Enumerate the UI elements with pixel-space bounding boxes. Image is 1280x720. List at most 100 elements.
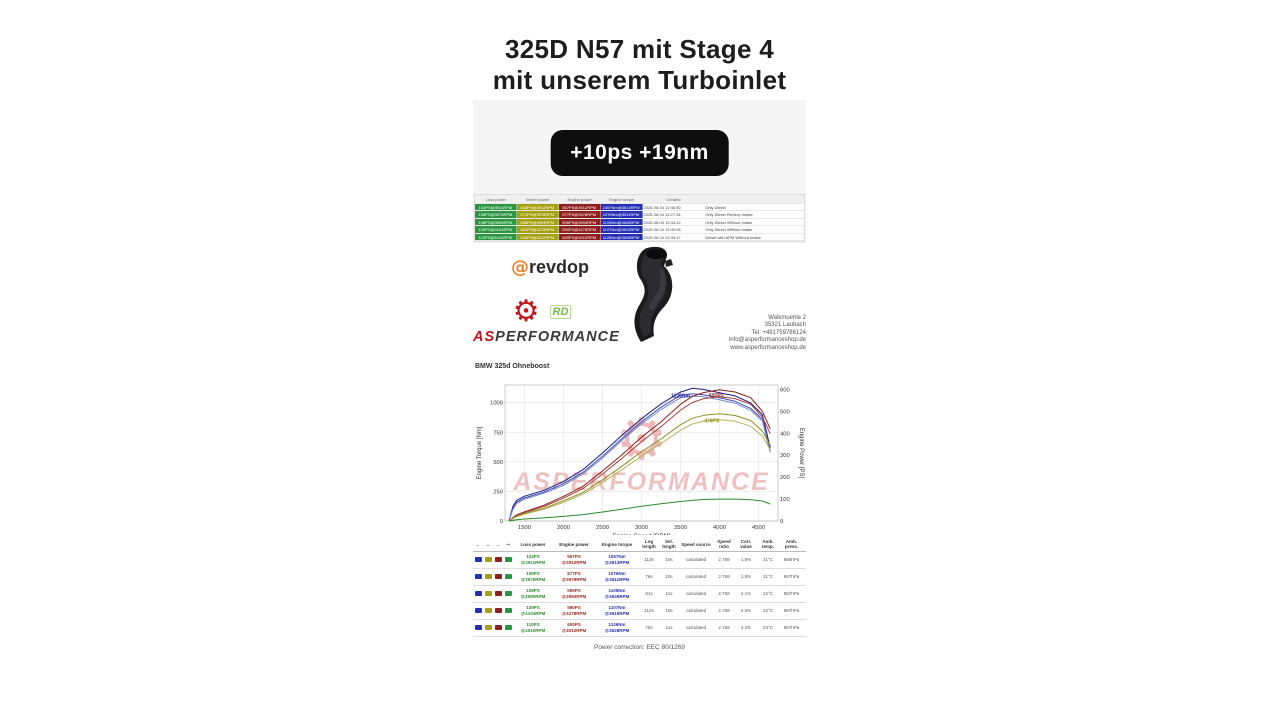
- results-meta-cell: 21°C: [762, 574, 774, 580]
- runs-header-cell: [704, 195, 804, 203]
- runs-comment-cell: Only Diesel Revdop Intake: [705, 212, 753, 218]
- results-torque-cell: 1107Nm @3619RPM: [604, 605, 630, 616]
- swatch-icon: [504, 625, 512, 631]
- runs-comment-cell: Only Diesel: [705, 205, 726, 210]
- swatch-icon: [504, 557, 512, 563]
- svg-text:200: 200: [780, 475, 790, 481]
- results-meta-cell: calculated: [685, 574, 707, 580]
- results-meta-cell: calculated: [685, 625, 707, 631]
- swatch-icon: [474, 574, 482, 580]
- power-correction-note: Power correction: EEC 80/1269: [593, 644, 686, 651]
- results-column-header: Speed source: [681, 541, 711, 547]
- results-meta-cell: 2.0%: [740, 608, 752, 614]
- svg-text:3500: 3500: [674, 525, 687, 531]
- results-torque-cell: 1076Nm @3611RPM: [604, 571, 630, 582]
- results-arrow-header: ↔: [485, 541, 491, 547]
- runs-value-cell: 600PS@4012RPM: [558, 233, 601, 240]
- gains-badge: +10ps +19nm: [550, 130, 729, 176]
- runs-value-cell: 577PS@3978RPM: [558, 211, 601, 218]
- curve-color-swatch: [483, 591, 493, 597]
- logos-section: @revdop ⚙ RD ASPERFORMANCE Walkmuehle 2 …: [473, 245, 806, 363]
- results-column-header: Engine power: [559, 541, 589, 547]
- swatch-icon: [494, 608, 502, 614]
- dyno-chart-svg: 1500 2000 2500 3000 3500 4000 4500025050075010…: [477, 384, 804, 540]
- dyno-runs-table: Loss power Wheel power Engine power Engine …: [474, 194, 805, 242]
- results-power-cell: 590PS @4278RPM: [561, 605, 587, 616]
- results-meta-cell: 987hPa: [783, 574, 800, 580]
- address-line: www.asperformanceshop.de: [730, 344, 806, 351]
- runs-table-row: 106PS@3976RPM 471PS@3978RPM 577PS@3978RPM 1…: [475, 211, 804, 219]
- curve-color-swatch: [473, 574, 483, 580]
- svg-text:300: 300: [780, 453, 790, 459]
- svg-text:Engine Speed [RPM]: Engine Speed [RPM]: [613, 533, 671, 535]
- swatch-icon: [474, 625, 482, 631]
- results-power-cell: 600PS @4012RPM: [561, 622, 587, 633]
- curve-color-swatch: [483, 557, 493, 563]
- results-meta-cell: 112s: [644, 608, 654, 614]
- runs-value-cell: 1076Nm@3611RPM: [600, 211, 643, 218]
- results-torque-cell: 1126Nm @3628RPM: [604, 622, 630, 633]
- curve-color-swatch: [493, 591, 503, 597]
- results-meta-cell: 2.769: [718, 608, 730, 614]
- content-column: 325D N57 mit Stage 4 mit unserem Turboin…: [473, 0, 806, 720]
- page-title: 325D N57 mit Stage 4 mit unserem Turboin…: [473, 34, 806, 96]
- revdop-logo: @revdop: [511, 257, 589, 278]
- results-torque-cell: 1057Nm @3613RPM: [604, 554, 630, 565]
- runs-value-cell: 463PS@3912RPM: [516, 204, 559, 211]
- address-line: Tel: +491759786124: [751, 329, 806, 336]
- page-title-line1: 325D N57 mit Stage 4: [504, 34, 774, 64]
- results-column-header: Sel. length: [662, 539, 676, 550]
- results-meta-cell: 2.769: [718, 625, 730, 631]
- address-line: Walkmuehle 2: [768, 315, 806, 321]
- results-column-header: Loss power: [520, 541, 546, 547]
- swatch-icon: [494, 591, 502, 597]
- svg-text:Engine Power [PS]: Engine Power [PS]: [798, 428, 804, 479]
- curve-color-swatch: [503, 574, 513, 580]
- results-meta-cell: 76s: [645, 574, 653, 580]
- runs-table-row: 110PS@4010RPM 490PS@4012RPM 600PS@4012RPM 1…: [475, 233, 804, 241]
- results-row: 106PS @3976RPM 577PS @3978RPM 1076Nm @3611RPM…: [473, 569, 806, 586]
- runs-value-cell: 110PS@4010RPM: [475, 233, 517, 240]
- svg-text:470PS: 470PS: [704, 419, 720, 425]
- results-torque-cell: 1109Nm @3645RPM: [604, 588, 630, 599]
- dyno-chart: BMW 325d Ohneboost ⚙ ASPERFORMANCE 1500 2…: [473, 363, 806, 540]
- results-arrow-header: ←: [475, 541, 481, 547]
- runs-created-cell: 2025-06-04 13:44:12: [643, 219, 681, 225]
- results-loss-cell: 108PS @3990RPM: [520, 588, 546, 599]
- results-column-header: Speed ratio: [717, 539, 731, 550]
- results-meta-cell: calculated: [685, 557, 707, 563]
- runs-value-cell: 108PS@3990RPM: [475, 218, 517, 226]
- results-meta-cell: 2.769: [718, 591, 730, 597]
- swatch-icon: [494, 574, 502, 580]
- runs-value-cell: 567PS@3912RPM: [558, 204, 601, 211]
- results-arrow-header: ⇢: [506, 541, 510, 547]
- results-arrow-header: →: [495, 541, 501, 547]
- results-power-cell: 577PS @3978RPM: [561, 571, 587, 582]
- svg-text:2000: 2000: [557, 525, 570, 531]
- results-meta-cell: calculated: [685, 608, 707, 614]
- runs-value-cell: 109PS@4104RPM: [475, 226, 517, 233]
- svg-text:1000: 1000: [490, 401, 503, 407]
- results-header-row: ← ↔ → ⇢ Loss power Engine power Engine torque L…: [473, 538, 806, 552]
- runs-header-cell: Loss power: [485, 197, 507, 202]
- results-meta-cell: 1.8%: [740, 557, 752, 563]
- runs-value-cell: 481PS@4278RPM: [516, 226, 559, 233]
- results-meta-cell: 22°C: [762, 591, 774, 597]
- runs-table-row: 108PS@3990RPM 488PS@3994RPM 596PS@3994RPM 1…: [475, 218, 804, 227]
- results-row: 110PS @4010RPM 600PS @4012RPM 1126Nm @3628RPM…: [473, 620, 806, 637]
- curve-color-swatch: [503, 591, 513, 597]
- results-column-header: Corr. value: [740, 539, 752, 550]
- svg-text:250: 250: [493, 489, 503, 495]
- curve-color-swatch: [503, 625, 513, 631]
- results-meta-cell: 22°C: [762, 608, 774, 614]
- curve-color-swatch: [493, 557, 503, 563]
- results-table: ← ↔ → ⇢ Loss power Engine power Engine torque L…: [473, 538, 806, 637]
- turbo-inlet-image: [634, 246, 673, 342]
- results-meta-cell: calculated: [685, 591, 707, 597]
- svg-text:3000: 3000: [635, 525, 648, 531]
- results-meta-cell: 1.8%: [740, 574, 752, 580]
- runs-table-row: 109PS@4104RPM 481PS@4278RPM 590PS@4278RPM 1…: [475, 226, 804, 234]
- results-meta-cell: 81s: [645, 591, 653, 597]
- curve-color-swatch: [483, 608, 493, 614]
